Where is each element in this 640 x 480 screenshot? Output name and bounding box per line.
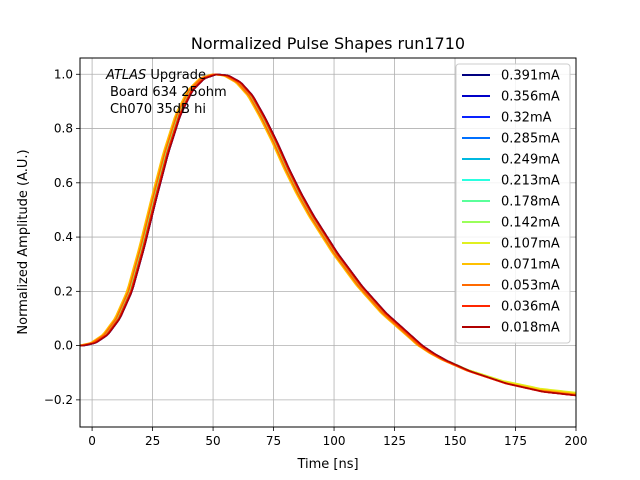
axis-ticks: 0 25 50 75 100 125 150 175 200 −0.2 0.0 0.2 0.4 0.6 0.… — [44, 67, 588, 448]
annotation-upgrade: Upgrade — [146, 68, 206, 83]
legend-label: 0.356mA — [501, 90, 560, 105]
legend-label: 0.053mA — [501, 279, 560, 294]
legend-label: 0.071mA — [501, 258, 560, 273]
legend-label: 0.036mA — [501, 300, 560, 315]
x-tick-label: 200 — [565, 434, 588, 448]
y-tick-label: −0.2 — [44, 393, 73, 407]
x-tick-label: 100 — [323, 434, 346, 448]
legend-label: 0.249mA — [501, 153, 560, 168]
legend-box — [455, 63, 571, 344]
axes-frame — [79, 57, 577, 428]
series-lines — [80, 73, 576, 397]
annotation-line-2: Board 634 25ohm — [110, 85, 227, 100]
legend: 0.391mA 0.356mA 0.32mA 0.285mA 0.249mA 0.213m… — [455, 63, 571, 344]
legend-label: 0.391mA — [501, 69, 560, 84]
legend-label: 0.32mA — [501, 111, 552, 126]
legend-label: 0.107mA — [501, 237, 560, 252]
y-tick-label: 0.0 — [54, 339, 73, 353]
x-tick-label: 125 — [383, 434, 406, 448]
x-tick-label: 25 — [145, 434, 160, 448]
y-tick-label: 0.6 — [54, 176, 73, 190]
legend-label: 0.285mA — [501, 132, 560, 147]
y-axis-label: Normalized Amplitude (A.U.) — [16, 149, 31, 334]
series-line-0.018mA — [80, 73, 576, 397]
y-tick-label: 0.8 — [54, 122, 73, 136]
legend-label: 0.178mA — [501, 195, 560, 210]
annotation-atlas: ATLAS — [105, 68, 146, 83]
y-tick-label: 0.2 — [54, 284, 73, 298]
x-tick-label: 75 — [266, 434, 281, 448]
annotation-line-1: ATLAS Upgrade — [105, 68, 206, 83]
legend-label: 0.142mA — [501, 216, 560, 231]
x-axis-label: Time [ns] — [296, 457, 358, 472]
legend-label: 0.213mA — [501, 174, 560, 189]
y-tick-label: 0.4 — [54, 230, 73, 244]
x-tick-label: 0 — [88, 434, 96, 448]
legend-label: 0.018mA — [501, 321, 560, 336]
x-tick-label: 150 — [444, 434, 467, 448]
atlas-annotation: ATLAS Upgrade Board 634 25ohm Ch070 35dB… — [105, 68, 227, 117]
x-tick-label: 50 — [205, 434, 220, 448]
x-tick-label: 175 — [504, 434, 527, 448]
y-tick-label: 1.0 — [54, 67, 73, 81]
chart-title: Normalized Pulse Shapes run1710 — [191, 34, 465, 53]
annotation-line-3: Ch070 35dB hi — [110, 102, 206, 117]
